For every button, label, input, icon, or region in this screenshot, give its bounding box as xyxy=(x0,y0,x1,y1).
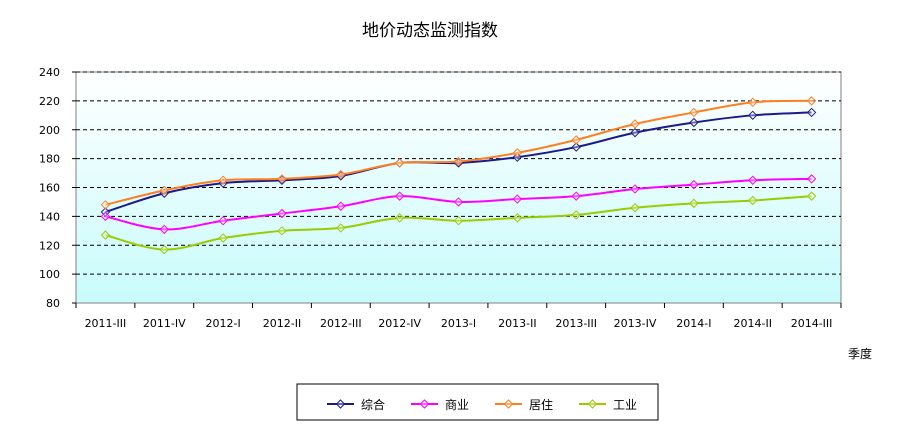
grid-lines xyxy=(76,71,841,275)
data-point xyxy=(394,158,405,168)
x-axis-label: 季度 xyxy=(848,346,872,361)
x-tick-label: 2013-I xyxy=(441,317,476,330)
legend-item: 居住 xyxy=(495,398,553,412)
x-tick-label: 2011-III xyxy=(85,317,127,330)
x-tick-label: 2013-III xyxy=(555,317,597,330)
x-tick-label: 2014-III xyxy=(791,317,833,330)
y-tick-label: 200 xyxy=(39,124,60,137)
legend: 综合 商业 居住 工业 xyxy=(327,397,637,412)
data-point xyxy=(630,203,640,213)
x-tick-label: 2012-II xyxy=(263,317,301,330)
data-point xyxy=(336,223,346,233)
legend-item: 综合 xyxy=(327,397,385,412)
series-lines xyxy=(100,96,817,255)
data-point xyxy=(748,110,758,121)
data-point xyxy=(218,233,228,243)
x-tick-label: 2011-IV xyxy=(143,317,186,330)
y-tick-label: 120 xyxy=(39,239,60,252)
series-2 xyxy=(100,174,817,235)
data-point xyxy=(689,179,699,190)
data-point xyxy=(571,142,581,152)
data-point xyxy=(336,201,346,211)
series-4 xyxy=(100,191,817,255)
data-point xyxy=(630,119,640,129)
x-tick-label: 2012-I xyxy=(206,317,241,330)
data-point xyxy=(806,191,817,201)
data-point xyxy=(100,230,111,240)
legend-item: 工业 xyxy=(579,398,637,412)
series-line xyxy=(105,111,812,213)
x-tick-label: 2012-III xyxy=(320,317,362,330)
y-tick-label: 240 xyxy=(39,66,60,79)
data-point xyxy=(806,107,817,118)
x-tick-label: 2013-IV xyxy=(614,317,657,330)
y-tick-label: 220 xyxy=(39,95,60,108)
series-line xyxy=(105,195,812,251)
data-point xyxy=(336,169,346,180)
y-tick-label: 180 xyxy=(39,153,60,166)
series-3 xyxy=(100,96,817,210)
data-point xyxy=(394,213,405,223)
legend-marker xyxy=(587,399,598,409)
legend-label: 综合 xyxy=(361,397,385,412)
data-point xyxy=(453,156,464,167)
legend-label: 工业 xyxy=(613,398,637,412)
data-point xyxy=(159,244,169,255)
data-point xyxy=(394,191,405,201)
legend-marker xyxy=(419,399,430,409)
data-point xyxy=(806,96,817,106)
data-point xyxy=(571,210,581,220)
y-tick-label: 80 xyxy=(46,297,60,310)
data-point xyxy=(100,200,111,210)
data-point xyxy=(512,213,523,223)
data-point xyxy=(218,175,228,185)
legend-marker xyxy=(503,399,514,409)
data-point xyxy=(277,208,287,219)
data-point xyxy=(630,127,640,138)
x-tick-label: 2013-II xyxy=(498,317,536,330)
y-tick-label: 140 xyxy=(39,210,60,223)
data-point xyxy=(571,135,581,145)
x-tick-label: 2014-II xyxy=(734,317,772,330)
x-tick-label: 2012-IV xyxy=(378,317,421,330)
data-point xyxy=(748,97,758,108)
data-point xyxy=(277,226,287,236)
data-point xyxy=(748,175,758,185)
data-point xyxy=(689,107,699,118)
series-line xyxy=(105,177,812,231)
data-point xyxy=(748,195,758,206)
data-point xyxy=(453,215,464,226)
series-line xyxy=(105,99,812,206)
x-axis-ticks: 2011-III 2011-IV 2012-I 2012-II 2012-III 2012… xyxy=(75,303,842,330)
legend-marker xyxy=(335,399,346,409)
legend-label: 商业 xyxy=(445,397,469,412)
data-point xyxy=(689,117,699,128)
y-tick-label: 160 xyxy=(39,182,60,195)
data-point xyxy=(512,194,523,204)
data-point xyxy=(159,224,169,235)
y-axis-ticks: 80 100 120 140 160 180 200 220 240 xyxy=(39,66,76,310)
data-point xyxy=(571,191,581,201)
data-point xyxy=(806,174,817,184)
data-point xyxy=(159,185,169,196)
data-point xyxy=(512,148,523,158)
legend-box xyxy=(296,383,659,421)
legend-label: 居住 xyxy=(529,398,553,412)
data-point xyxy=(100,211,111,222)
data-point xyxy=(277,174,287,184)
data-point xyxy=(630,184,640,194)
legend-item: 商业 xyxy=(411,397,469,412)
x-tick-label: 2014-I xyxy=(676,317,711,330)
y-tick-label: 100 xyxy=(39,268,60,281)
data-point xyxy=(218,215,228,226)
data-point xyxy=(453,197,464,207)
data-point xyxy=(689,198,699,209)
chart-title: 地价动态监测指数 xyxy=(362,21,498,41)
